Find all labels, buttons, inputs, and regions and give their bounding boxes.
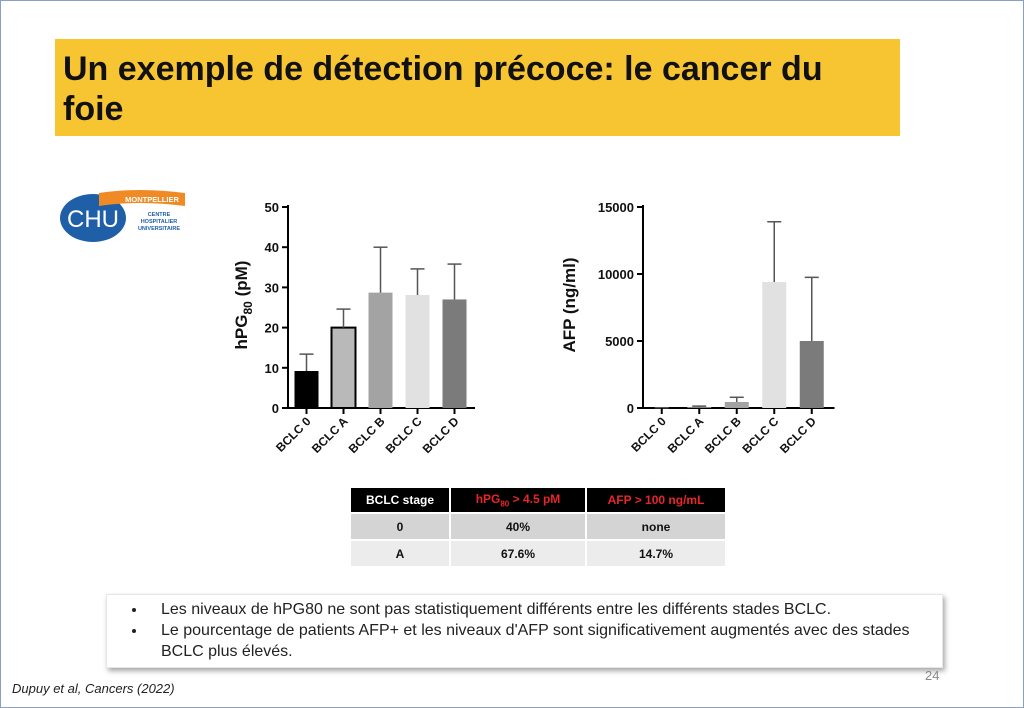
y-tick-label: 5000	[605, 334, 634, 349]
y-tick-label: 10000	[598, 267, 634, 282]
table-header-row: BCLC stage hPG80 > 4.5 pM AFP > 100 ng/m…	[351, 488, 725, 512]
header-hpg-rest: > 4.5 pM	[509, 491, 561, 506]
note-item: Le pourcentage de patients AFP+ et les n…	[147, 620, 942, 662]
y-axis-label-main: hPG	[232, 315, 251, 350]
slide-title: Un exemple de détection précoce: le canc…	[63, 50, 823, 128]
x-tick-label: BCLC D	[420, 414, 462, 456]
y-tick-label: 40	[265, 240, 279, 255]
table-cell-hpg: 40%	[451, 514, 585, 539]
header-afp-threshold: AFP > 100 ng/mL	[587, 488, 725, 512]
y-axis-label: hPG80 (pM)	[232, 261, 255, 350]
y-axis-label-sub: 80	[241, 301, 255, 315]
x-tick-label: BCLC 0	[628, 414, 669, 455]
notes-box: Les niveaux de hPG80 ne sont pas statist…	[106, 594, 943, 668]
header-hpg80-threshold: hPG80 > 4.5 pM	[451, 488, 585, 512]
bar-bclc-a	[687, 407, 712, 408]
bar-bclc-a	[330, 326, 357, 410]
table-cell-afp: 14.7%	[587, 541, 725, 566]
x-tick-label: BCLC C	[383, 414, 425, 456]
logo-line1-text: CENTRE	[148, 212, 171, 218]
table-cell-afp: none	[587, 514, 725, 539]
bclc-results-table: BCLC stage hPG80 > 4.5 pM AFP > 100 ng/m…	[349, 486, 727, 568]
table-row: A 67.6% 14.7%	[351, 541, 725, 566]
header-bclc-stage: BCLC stage	[351, 488, 449, 512]
bar-bclc-c	[405, 295, 430, 408]
y-tick-label: 50	[265, 200, 279, 215]
y-tick-label: 30	[265, 280, 279, 295]
page-number: 24	[925, 668, 940, 683]
x-tick-label: BCLC 0	[273, 414, 314, 455]
bar-bclc-0	[294, 371, 319, 408]
header-hpg-main: hPG	[475, 491, 501, 506]
logo-city-text: MONTPELLIER	[125, 195, 179, 204]
x-tick-label: BCLC A	[665, 414, 707, 456]
logo-line2-text: HOSPITALIER	[141, 219, 178, 225]
x-tick-label: BCLC A	[309, 414, 351, 456]
logo-orange-band	[99, 190, 185, 206]
y-tick-label: 15000	[598, 200, 634, 215]
x-tick-label: BCLC C	[739, 414, 781, 456]
y-tick-label: 10	[265, 361, 279, 376]
table-cell-stage: 0	[351, 514, 449, 539]
bar-bclc-b	[368, 292, 393, 408]
table-cell-stage: A	[351, 541, 449, 566]
y-axis-label-unit: (pM)	[232, 261, 251, 302]
note-item: Les niveaux de hPG80 ne sont pas statist…	[147, 599, 942, 620]
bar-bclc-c	[762, 282, 787, 408]
y-axis-label: AFP (ng/ml)	[560, 257, 579, 352]
logo-chu-text: CHU	[67, 206, 119, 233]
title-banner: Un exemple de détection précoce: le canc…	[55, 39, 900, 136]
table-cell-hpg: 67.6%	[451, 541, 585, 566]
logo-oval	[60, 194, 126, 242]
y-tick-label: 20	[265, 321, 279, 336]
y-tick-label: 0	[627, 401, 634, 416]
notes-list: Les niveaux de hPG80 ne sont pas statist…	[107, 595, 942, 662]
x-tick-label: BCLC B	[702, 414, 744, 456]
y-tick-label: 0	[272, 401, 279, 416]
logo-line3-text: UNIVERSITAIRE	[138, 226, 180, 232]
chu-montpellier-logo: CHU MONTPELLIER CENTRE HOSPITALIER UNIVE…	[59, 189, 187, 244]
x-tick-label: BCLC B	[346, 414, 388, 456]
chu-logo-graphic: CHU MONTPELLIER CENTRE HOSPITALIER UNIVE…	[60, 190, 185, 242]
bar-bclc-d	[442, 299, 467, 408]
citation: Dupuy et al, Cancers (2022)	[12, 681, 175, 696]
bar-bclc-b	[724, 401, 749, 408]
x-tick-label: BCLC D	[777, 414, 819, 456]
bar-bclc-d	[799, 341, 824, 408]
header-hpg-sub: 80	[500, 499, 510, 509]
table-row: 0 40% none	[351, 514, 725, 539]
